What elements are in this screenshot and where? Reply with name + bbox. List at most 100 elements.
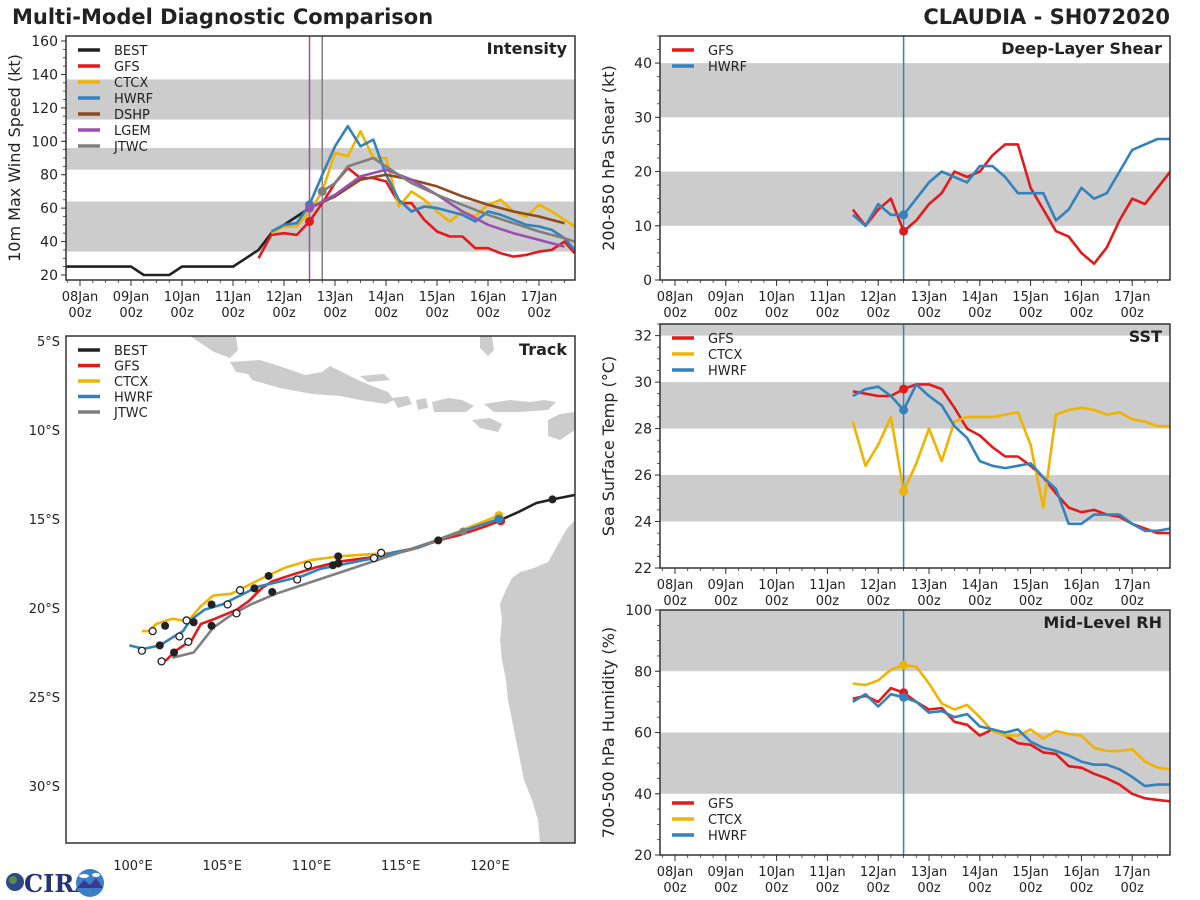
track-marker-filled [328,561,337,570]
shaded-band [66,79,575,120]
x-tick-label: 09Jan [708,865,745,880]
panel-title: Deep-Layer Shear [1001,39,1162,58]
track-line-ctcx [141,514,500,633]
legend-label: CTCX [708,813,742,828]
init-marker-gfs [899,226,909,236]
y-tick-label: 24 [634,515,652,531]
y-tick-label: 40 [40,235,58,251]
y-tick-label: 28 [634,422,652,438]
track-marker-open [369,554,379,563]
init-marker-ctcx [899,660,909,670]
y-tick-label: 32 [634,329,652,345]
track-start-hwrf [494,514,504,524]
series-line-jtwc [321,156,575,243]
track-marker-open [175,632,184,641]
x-tick-label: 09Jan [708,578,745,593]
shear-panel: 01020304008Jan00z09Jan00z10Jan00z11Jan00… [599,35,1171,321]
y-tick-label: 30°S [29,780,60,795]
track-marker-open [182,616,191,625]
x-tick-label: 00z [1070,881,1094,896]
shaded-band [66,147,575,170]
x-tick-label: 105°E [202,859,242,874]
legend-label: HWRF [708,60,747,75]
x-tick-label: 08Jan [657,865,694,880]
cira-logo: CIRA [6,869,104,898]
x-tick-label: 00z [1121,306,1145,321]
x-tick-label: 00z [714,881,738,896]
track-marker-filled [155,641,164,650]
panel-title: Intensity [487,39,568,58]
legend-label: HWRF [708,829,747,844]
mountain-icon [76,869,104,897]
x-tick-label: 00z [476,306,500,321]
x-tick-label: 15Jan [1012,865,1049,880]
page-title: Multi-Model Diagnostic Comparison [12,5,434,29]
x-tick-label: 11Jan [809,865,846,880]
x-tick-label: 00z [816,881,840,896]
y-tick-label: 100 [31,134,58,150]
track-panel: 100°E 105°E 110°E 115°E 120°E 5°S 10°S 15°S 20°S… [29,335,576,874]
series-line-dshp [308,173,565,225]
land-mass [484,400,556,412]
track-marker-open [303,561,313,570]
x-tick-label: 11Jan [215,290,252,305]
init-marker-ctcx [899,486,909,496]
track-marker-open [293,575,302,584]
y-tick-label: 60 [40,201,58,217]
init-marker-gfs [305,217,314,227]
x-tick-label: 10Jan [758,290,795,305]
init-marker-hwrf [899,405,909,415]
x-tick-label: 14Jan [962,865,999,880]
x-tick-label: 00z [170,306,194,321]
x-tick-label: 00z [968,306,992,321]
track-line-best [500,493,575,522]
x-tick-label: 100°E [113,859,153,874]
y-tick-label: 30 [634,110,652,126]
x-tick-label: 15Jan [1012,290,1049,305]
legend-label: BEST [114,44,147,59]
shaded-band [660,732,1170,794]
series-line-best [66,207,311,277]
legend-label: GFS [708,44,734,59]
track-marker-filled [434,536,443,545]
legend-label: LGEM [114,124,151,139]
x-tick-label: 00z [425,306,449,321]
y-tick-label: 80 [634,664,652,680]
x-tick-label: 10Jan [758,865,795,880]
x-tick-label: 00z [323,306,347,321]
track-marker-open [157,657,166,666]
track-marker-open [137,646,147,655]
x-tick-label: 00z [1019,306,1043,321]
y-axis-label: 200-850 hPa Shear (kt) [599,65,618,251]
legend-label: CTCX [114,76,148,91]
y-tick-label: 40 [634,56,652,72]
legend-label: GFS [708,797,734,812]
x-tick-label: 00z [867,594,891,609]
x-tick-label: 15Jan [419,290,456,305]
track-marker-open [148,626,157,636]
panel-title: SST [1129,327,1162,346]
y-tick-label: 140 [31,67,58,83]
init-marker-jtwc [317,186,327,196]
track-marker-filled [548,495,557,504]
series-line-hwrf [852,383,1170,533]
x-tick-label: 10Jan [164,290,201,305]
y-tick-label: 20 [634,848,652,864]
legend-label: JTWC [113,140,148,155]
intensity-panel: 2040608010012014016008Jan00z09Jan00z10Ja… [5,34,576,321]
x-tick-label: 17Jan [1114,865,1151,880]
land-mass [500,520,575,843]
land-mass [480,336,494,356]
x-tick-label: 00z [1019,594,1043,609]
x-tick-label: 00z [1121,594,1145,609]
track-marker-filled [268,587,277,596]
legend-label: BEST [114,344,147,359]
y-tick-label: 15°S [29,513,60,528]
x-tick-label: 12Jan [860,865,897,880]
y-tick-label: 120 [31,101,58,117]
y-tick-label: 10 [634,219,652,235]
y-tick-label: 80 [40,168,58,184]
x-tick-label: 09Jan [708,290,745,305]
x-tick-label: 120°E [470,859,510,874]
